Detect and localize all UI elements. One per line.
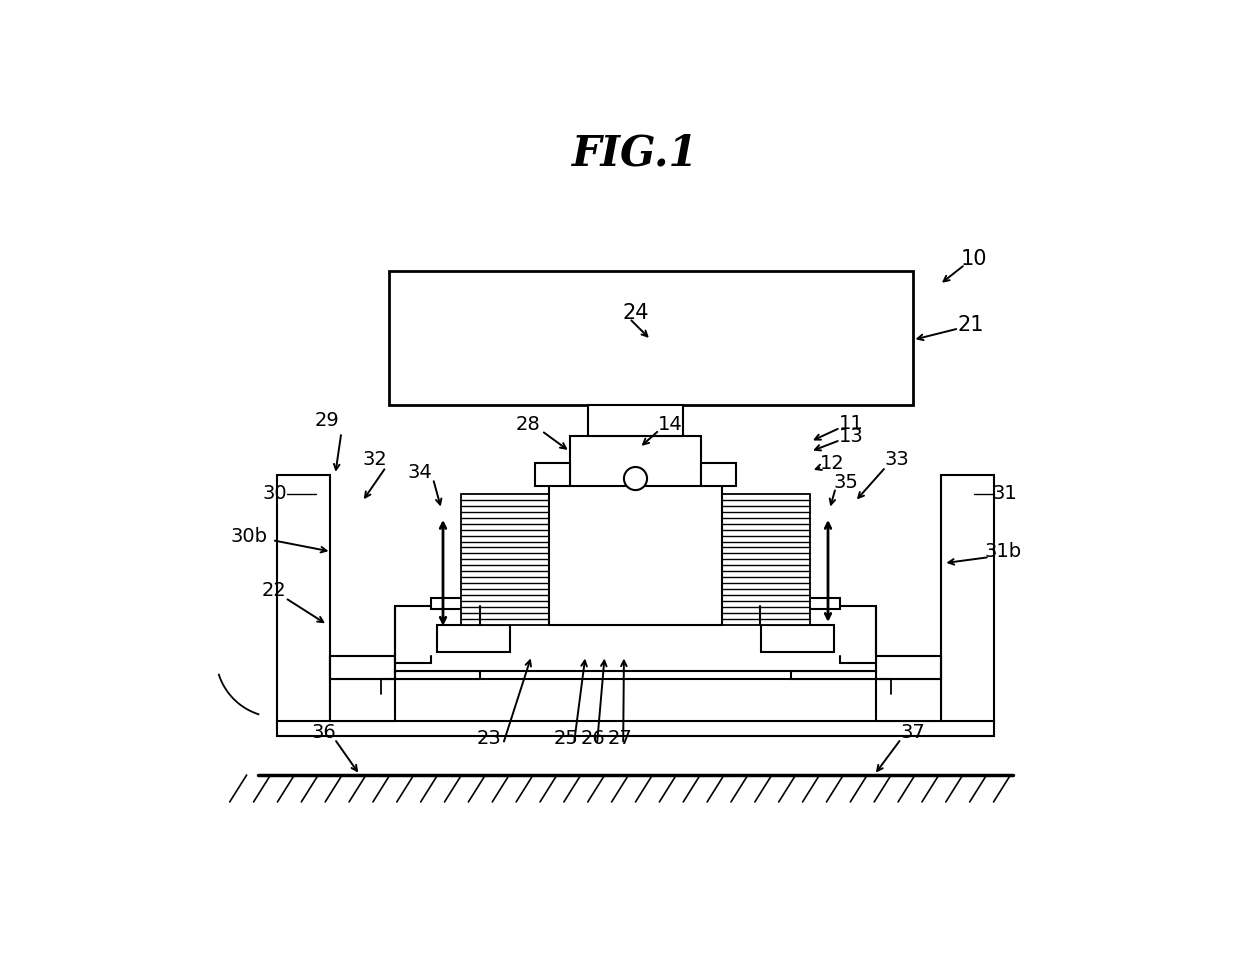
Bar: [761, 625, 835, 652]
Bar: [461, 494, 549, 625]
Text: 29: 29: [315, 411, 340, 431]
Bar: [278, 474, 330, 725]
Text: 36: 36: [311, 723, 336, 743]
Bar: [701, 463, 735, 486]
Bar: [396, 606, 875, 671]
Bar: [536, 463, 570, 486]
Text: 27: 27: [608, 729, 632, 748]
Text: 30b: 30b: [231, 527, 268, 546]
Text: 33: 33: [885, 450, 910, 469]
Text: 12: 12: [820, 454, 844, 472]
Text: 28: 28: [516, 415, 541, 434]
Bar: [791, 671, 875, 678]
Circle shape: [624, 467, 647, 490]
Bar: [549, 474, 722, 625]
Text: 21: 21: [957, 315, 983, 334]
Text: 24: 24: [622, 303, 649, 323]
Text: 34: 34: [408, 463, 433, 482]
Text: 32: 32: [363, 450, 388, 469]
Bar: [436, 625, 510, 652]
Bar: [330, 656, 941, 678]
Bar: [396, 671, 480, 678]
Bar: [875, 678, 941, 721]
Bar: [588, 405, 683, 436]
Text: 37: 37: [900, 723, 925, 743]
Text: 31: 31: [993, 484, 1018, 503]
Text: 14: 14: [657, 415, 682, 434]
Bar: [432, 598, 839, 608]
Text: FIG.1: FIG.1: [572, 132, 699, 175]
Text: 30: 30: [263, 484, 288, 503]
Text: 25: 25: [554, 729, 579, 748]
Text: 26: 26: [580, 729, 605, 748]
Text: 35: 35: [833, 473, 858, 492]
Text: 10: 10: [961, 249, 987, 269]
Bar: [570, 436, 701, 486]
Bar: [722, 494, 810, 625]
Text: 11: 11: [838, 414, 863, 433]
Text: 31b: 31b: [985, 542, 1022, 561]
Bar: [941, 474, 993, 725]
Bar: [389, 270, 913, 405]
Bar: [278, 721, 993, 737]
Bar: [330, 678, 396, 721]
Text: 13: 13: [838, 427, 863, 446]
Text: 23: 23: [477, 729, 501, 748]
Text: 22: 22: [262, 580, 286, 600]
